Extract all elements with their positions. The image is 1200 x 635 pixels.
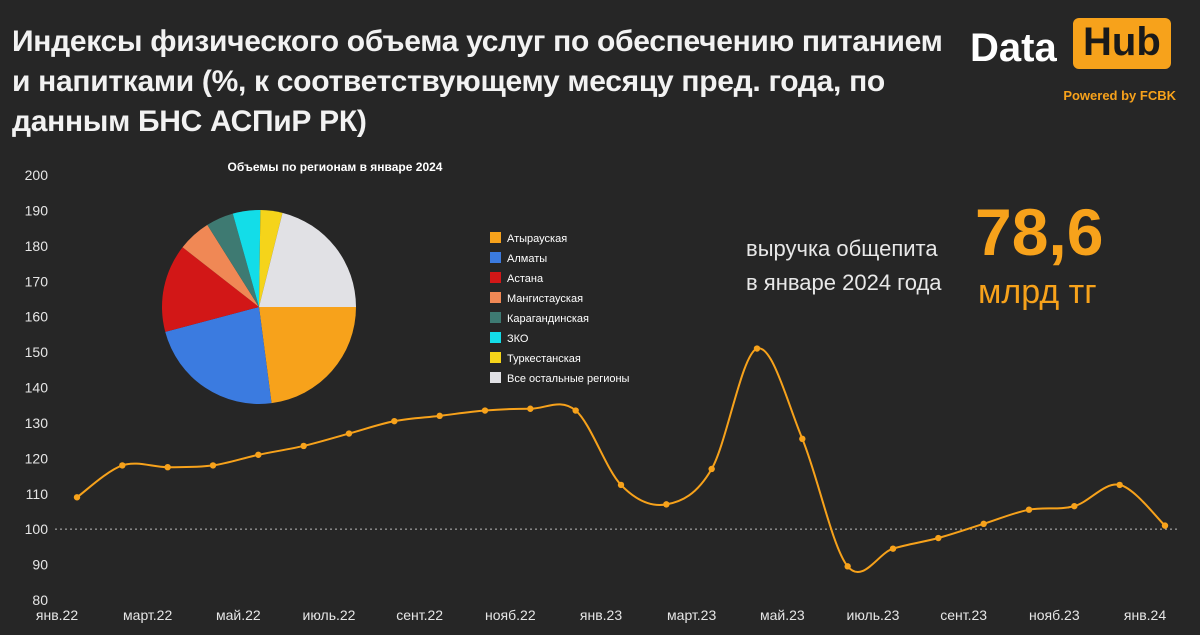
logo-data-text: Data xyxy=(970,26,1057,70)
data-point xyxy=(935,534,942,542)
x-tick-label: июль.22 xyxy=(303,607,356,623)
data-point xyxy=(481,407,489,414)
data-point xyxy=(980,520,987,528)
legend-swatch xyxy=(490,312,501,323)
y-axis: 80 90 100 110 120 130 140 150 160 170 180 190 200 xyxy=(25,167,49,608)
y-tick-label: 180 xyxy=(25,238,49,254)
data-point xyxy=(844,563,851,570)
x-tick-label: нояб.22 xyxy=(485,607,536,623)
x-tick-label: сент.22 xyxy=(396,607,443,623)
legend-swatch xyxy=(490,232,501,243)
data-point xyxy=(119,462,126,469)
legend-label: Мангистауская xyxy=(507,293,583,305)
legend-label: Туркестанская xyxy=(507,353,581,365)
y-tick-label: 170 xyxy=(25,273,49,289)
pie-slice xyxy=(259,212,356,307)
pie-slice xyxy=(165,307,272,404)
data-point xyxy=(300,442,307,450)
datahub-logo: Data Hub Powered by FCBK xyxy=(968,16,1178,106)
data-point xyxy=(345,430,353,437)
data-point xyxy=(1071,502,1078,510)
data-point xyxy=(436,412,443,420)
series-line xyxy=(76,347,1166,574)
y-tick-label: 90 xyxy=(32,557,48,573)
data-point xyxy=(1025,506,1033,513)
pie-slice xyxy=(232,210,261,307)
data-point xyxy=(164,463,171,471)
pie-slice xyxy=(162,247,259,332)
y-tick-label: 190 xyxy=(25,202,49,218)
legend-swatch xyxy=(490,252,501,263)
x-tick-label: март.22 xyxy=(123,607,172,623)
kpi-caption-line2: в январе 2024 года xyxy=(746,270,942,295)
logo-powered-by: Powered by FCBK xyxy=(1063,88,1176,103)
data-point xyxy=(708,465,715,473)
x-axis: янв.22 март.22 май.22 июль.22 сент.22 нояб.22… xyxy=(36,607,1166,623)
pie-slice xyxy=(259,210,283,307)
legend-label: Атырауская xyxy=(507,233,567,245)
data-point xyxy=(663,501,670,508)
logo-hub-text: Hub xyxy=(1073,18,1171,69)
kpi-caption-line1: выручка общепита xyxy=(746,236,938,261)
kpi-caption: выручка общепита в январе 2024 года xyxy=(746,232,956,300)
legend-swatch xyxy=(490,332,501,343)
x-tick-label: май.22 xyxy=(216,607,261,623)
data-point xyxy=(255,451,262,458)
x-tick-label: янв.22 xyxy=(36,607,78,623)
y-tick-label: 150 xyxy=(25,344,49,360)
x-tick-label: июль.23 xyxy=(847,607,900,623)
data-point xyxy=(889,545,897,552)
data-point xyxy=(1161,522,1169,529)
legend-label: Алматы xyxy=(507,253,547,265)
y-tick-label: 140 xyxy=(25,380,49,396)
data-point xyxy=(391,417,398,425)
legend-label: Карагандинская xyxy=(507,313,589,325)
y-tick-label: 120 xyxy=(25,450,49,466)
legend-swatch xyxy=(490,292,501,303)
pie-slice xyxy=(182,224,259,307)
y-tick-label: 200 xyxy=(25,167,49,183)
data-points xyxy=(73,345,1169,570)
legend-label: ЗКО xyxy=(507,333,529,345)
x-tick-label: май.23 xyxy=(760,607,805,623)
x-tick-label: янв.24 xyxy=(1124,607,1166,623)
legend-swatch xyxy=(490,372,501,383)
y-tick-label: 160 xyxy=(25,309,49,325)
y-tick-label: 130 xyxy=(25,415,49,431)
data-point xyxy=(209,462,217,469)
pie-slice xyxy=(259,307,356,404)
x-tick-label: янв.23 xyxy=(580,607,622,623)
pie-chart xyxy=(162,210,356,404)
data-point xyxy=(527,405,534,412)
legend-swatch xyxy=(490,352,501,363)
legend-label: Астана xyxy=(507,273,544,285)
pie-slice xyxy=(207,213,259,307)
kpi-value: 78,6 xyxy=(975,195,1104,269)
data-point xyxy=(73,494,81,501)
kpi-unit: млрд тг xyxy=(978,273,1097,311)
pie-title: Объемы по регионам в январе 2024 xyxy=(228,160,443,174)
data-point xyxy=(617,481,625,489)
y-tick-label: 80 xyxy=(32,592,48,608)
legend-swatch xyxy=(490,272,501,283)
legend-label: Все остальные регионы xyxy=(507,373,630,385)
y-tick-label: 100 xyxy=(25,521,49,537)
chart-title: Индексы физического объема услуг по обес… xyxy=(12,25,943,138)
data-point xyxy=(753,345,761,352)
pie-legend: Атырауская Алматы Астана Мангистауская Караг… xyxy=(490,232,630,385)
data-point xyxy=(572,407,579,414)
x-tick-label: март.23 xyxy=(667,607,716,623)
x-tick-label: сент.23 xyxy=(940,607,987,623)
y-tick-label: 110 xyxy=(26,486,49,502)
x-tick-label: нояб.23 xyxy=(1029,607,1080,623)
data-point xyxy=(1116,481,1123,489)
data-point xyxy=(799,435,806,443)
